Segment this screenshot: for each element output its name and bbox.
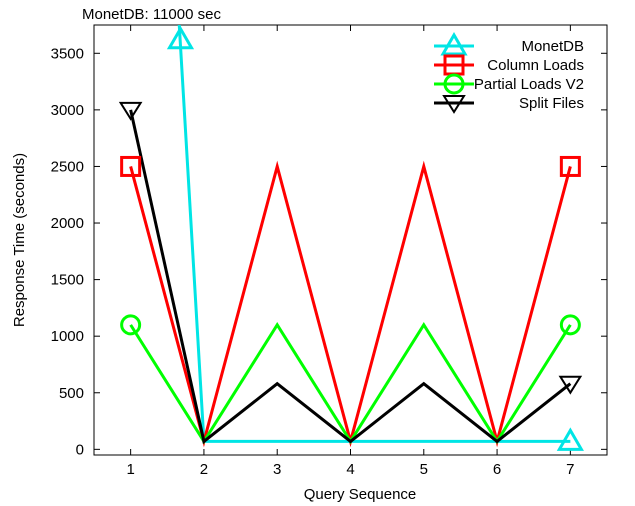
legend-label: Column Loads <box>487 57 584 74</box>
legend-label: Split Files <box>519 95 584 112</box>
marker-monetdb <box>556 427 584 451</box>
y-tick-label: 2000 <box>51 215 84 232</box>
y-tick-label: 500 <box>59 385 84 402</box>
y-tick-label: 1500 <box>51 272 84 289</box>
x-tick-label: 2 <box>200 461 208 478</box>
x-tick-label: 1 <box>126 461 134 478</box>
y-tick-label: 2500 <box>51 158 84 175</box>
annotation-monetdb: MonetDB: 11000 sec <box>82 6 221 23</box>
legend-marker <box>442 95 466 114</box>
marker-split-files <box>118 101 143 121</box>
y-tick-label: 0 <box>76 441 84 458</box>
marker-monetdb <box>166 25 195 50</box>
x-tick-label: 7 <box>566 461 574 478</box>
marker-column-loads <box>559 155 581 177</box>
series-line-split-files <box>129 109 572 445</box>
x-axis-title: Query Sequence <box>304 486 417 503</box>
marker-partial-loads-v2 <box>559 314 581 336</box>
x-tick-label: 5 <box>420 461 428 478</box>
legend-label: MonetDB <box>521 38 584 55</box>
y-tick-label: 3500 <box>51 45 84 62</box>
marker-split-files <box>558 375 583 395</box>
legend-marker <box>440 32 468 56</box>
legend-marker <box>443 73 465 95</box>
x-tick-label: 6 <box>493 461 501 478</box>
legend-label: Partial Loads V2 <box>474 76 584 93</box>
y-axis-title: Response Time (seconds) <box>11 153 28 327</box>
marker-partial-loads-v2 <box>120 314 142 336</box>
y-tick-label: 3000 <box>51 102 84 119</box>
x-tick-label: 3 <box>273 461 281 478</box>
marker-column-loads <box>120 155 142 177</box>
y-tick-label: 1000 <box>51 328 84 345</box>
x-tick-label: 4 <box>346 461 354 478</box>
